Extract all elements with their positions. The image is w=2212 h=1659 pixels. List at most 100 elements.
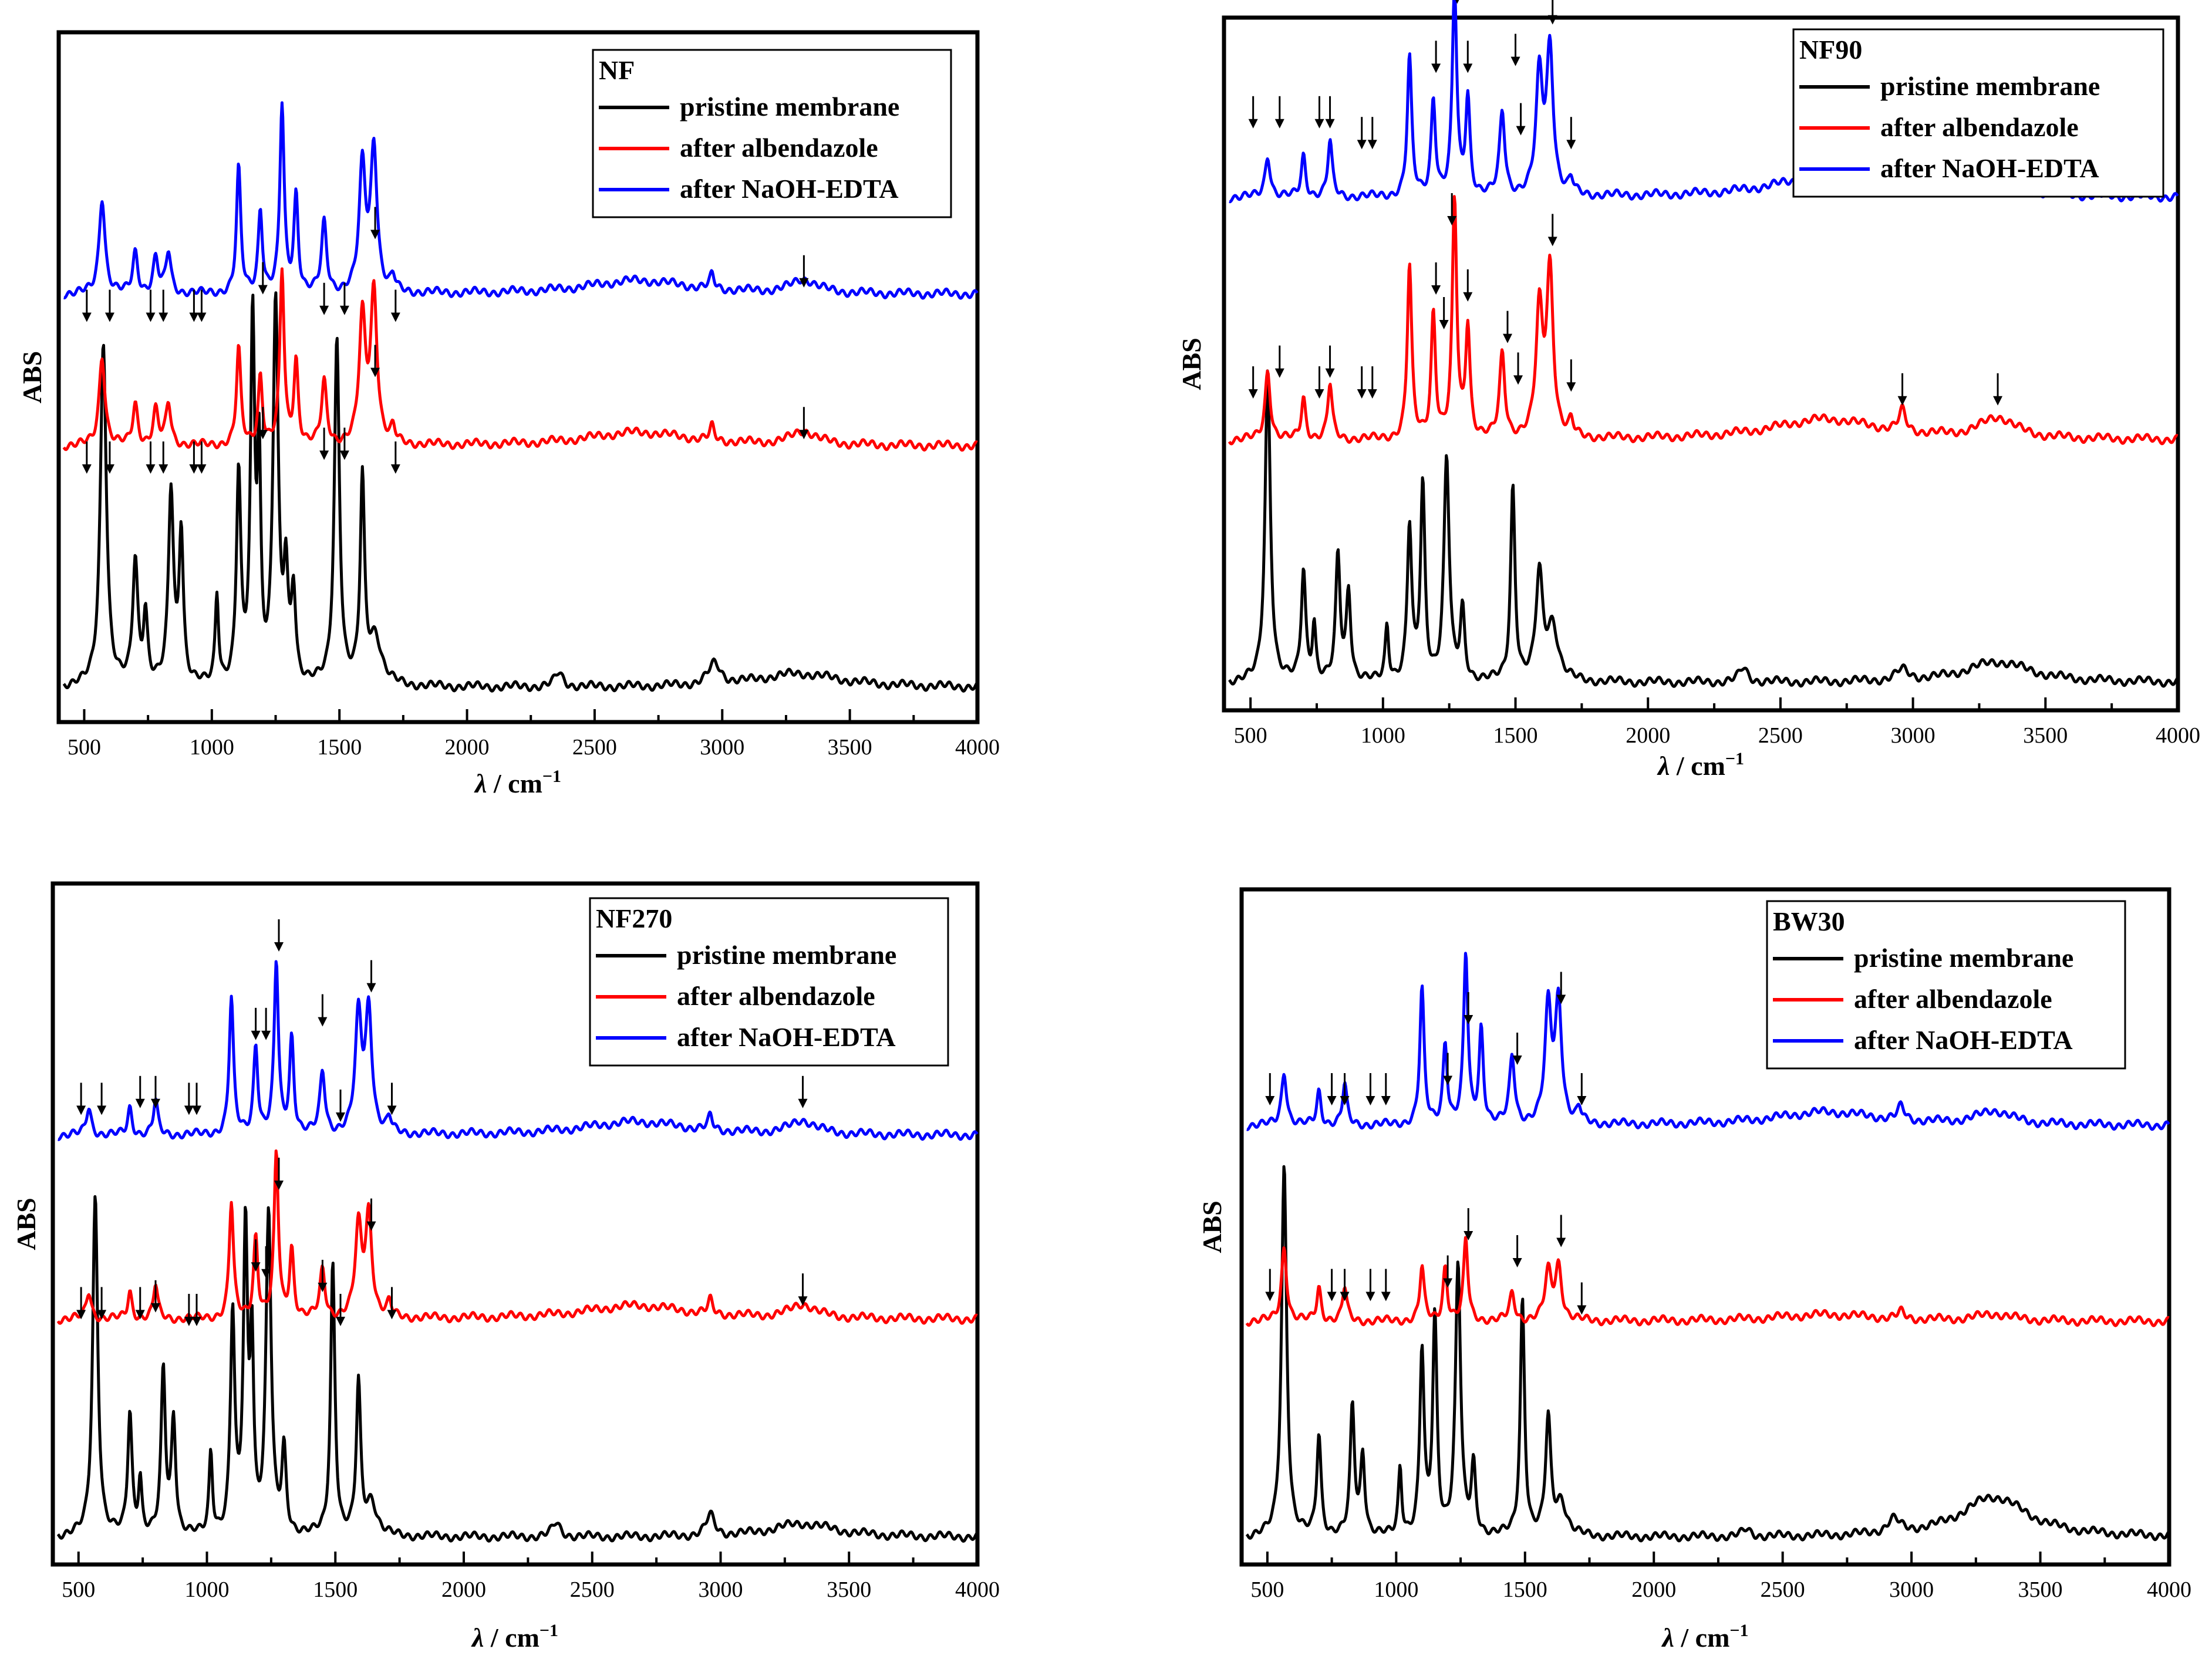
peak-arrow <box>1577 1282 1587 1315</box>
x-tick-label: 2500 <box>1761 1577 1805 1602</box>
x-tick-label: 3000 <box>699 1577 743 1602</box>
peak-arrow <box>799 407 809 440</box>
x-tick-label: 1000 <box>1374 1577 1418 1602</box>
peak-arrow <box>1325 345 1335 378</box>
peak-arrow <box>192 1294 201 1326</box>
x-tick-label: 2000 <box>1631 1577 1676 1602</box>
peak-arrow <box>189 441 199 474</box>
y-axis-label: ABS <box>11 1198 41 1250</box>
peak-arrow <box>1248 366 1258 399</box>
peak-arrow <box>184 1294 194 1326</box>
peak-arrow <box>1431 262 1441 295</box>
peak-arrow <box>1547 0 1557 25</box>
peak-arrow <box>1463 41 1473 73</box>
x-tick-label: 2000 <box>1626 723 1670 748</box>
peak-arrow <box>1439 297 1449 329</box>
peak-arrow <box>319 282 329 315</box>
x-tick-label: 1500 <box>1503 1577 1547 1602</box>
peak-arrow <box>1556 1215 1566 1247</box>
series-line-2 <box>1246 952 2170 1131</box>
peak-arrow <box>258 262 268 295</box>
peak-arrow <box>1447 193 1457 225</box>
legend-title: NF270 <box>596 903 672 933</box>
legend-entry: after albendazole <box>677 981 875 1011</box>
x-tick-label: 500 <box>1234 723 1267 748</box>
x-tick-label: 3500 <box>2018 1577 2063 1602</box>
peak-arrow <box>251 1239 261 1272</box>
peak-arrow <box>336 1294 345 1326</box>
legend-title: BW30 <box>1773 906 1845 936</box>
x-tick-label: 3500 <box>827 1577 871 1602</box>
peak-arrow <box>135 1287 145 1320</box>
peak-arrow <box>1455 0 1459 4</box>
panel-nf: 500 1000 1500 2000 2500 3000 3500 4000 λ / cm−1 A… <box>17 30 1000 798</box>
peak-arrow <box>1512 1235 1522 1267</box>
peak-arrow <box>366 1198 376 1231</box>
x-tick-label: 3000 <box>1891 723 1936 748</box>
x-tick-label: 1500 <box>313 1577 358 1602</box>
peak-arrow <box>1365 1269 1375 1301</box>
peak-arrow <box>1340 1073 1350 1105</box>
plot-frame <box>50 881 980 1567</box>
peak-arrow <box>76 1083 86 1115</box>
x-tick-label: 3000 <box>1889 1577 1934 1602</box>
x-axis-label: λ / cm−1 <box>474 767 561 798</box>
peak-arrow <box>319 427 329 460</box>
x-tick-label: 2000 <box>445 735 490 760</box>
peak-arrow <box>97 1083 107 1115</box>
peak-arrow <box>146 289 156 322</box>
peak-arrow <box>1443 1255 1453 1288</box>
peak-arrow <box>1547 214 1557 247</box>
peak-arrow <box>1516 103 1526 136</box>
peak-arrow <box>798 1273 808 1306</box>
peak-arrow <box>159 289 168 322</box>
x-tick-label: 4000 <box>2156 723 2200 748</box>
peak-arrow <box>1357 366 1367 399</box>
legend-entry: pristine membrane <box>680 92 899 122</box>
peak-arrow <box>1325 96 1335 129</box>
peak-arrow <box>1327 1073 1337 1105</box>
legend-entry: after albendazole <box>1854 984 2052 1014</box>
peak-arrow <box>82 441 92 474</box>
peak-arrow <box>370 207 380 240</box>
x-tick-label: 1500 <box>1493 723 1538 748</box>
x-tick-label: 500 <box>62 1577 95 1602</box>
peak-arrow <box>366 960 376 993</box>
panel-nf270: 500 1000 1500 2000 2500 3000 3500 4000 λ / cm−1 A… <box>11 881 1000 1653</box>
peak-arrow <box>799 255 809 288</box>
legend-entry: after albendazole <box>680 133 878 163</box>
peak-arrow <box>318 994 328 1027</box>
plot-frame <box>1222 15 2180 713</box>
legend-entry: after NaOH-EDTA <box>677 1022 896 1052</box>
x-tick-label: 3500 <box>828 735 872 760</box>
peak-arrow <box>151 1280 160 1313</box>
peak-arrow <box>274 919 284 952</box>
x-axis-label: λ / cm−1 <box>471 1621 558 1653</box>
plot-frame <box>1239 887 2171 1567</box>
y-axis-label: ABS <box>1197 1201 1227 1253</box>
series-line-2 <box>63 101 979 300</box>
peak-arrow <box>1464 992 1473 1024</box>
x-tick-label: 1000 <box>185 1577 230 1602</box>
y-axis-label: ABS <box>17 351 47 403</box>
peak-arrow <box>1367 366 1377 399</box>
peak-arrow <box>1897 373 1907 406</box>
peak-arrow <box>135 1075 145 1108</box>
x-tick-label: 1000 <box>1361 723 1405 748</box>
x-tick-label: 1500 <box>317 735 362 760</box>
x-tick-label: 3000 <box>700 735 744 760</box>
peak-arrow <box>1381 1073 1391 1105</box>
x-tick-label: 500 <box>1250 1577 1284 1602</box>
legend-entry: after NaOH-EDTA <box>1854 1025 2073 1055</box>
peak-arrow <box>82 289 92 322</box>
legend: BW30 pristine membrane after albendazole af… <box>1766 900 2126 1070</box>
peak-arrow <box>1510 33 1520 66</box>
legend-entry: pristine membrane <box>677 940 896 970</box>
x-tick-label: 3500 <box>2023 723 2068 748</box>
peak-arrow <box>1265 1269 1275 1301</box>
peak-arrow <box>1566 117 1576 150</box>
legend-entry: after albendazole <box>1880 112 2079 142</box>
legend: NF90 pristine membrane after albendazole af… <box>1792 28 2164 198</box>
legend-entry: after NaOH-EDTA <box>680 174 899 204</box>
